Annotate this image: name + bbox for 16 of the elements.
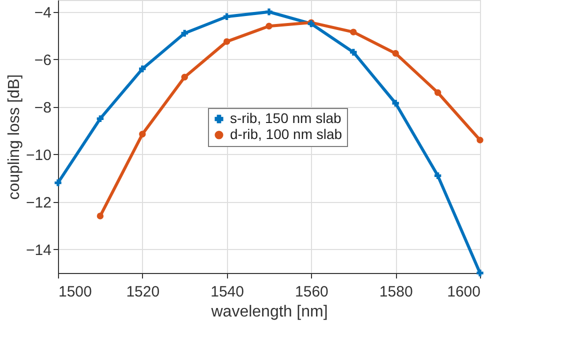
x-tick-label: 1560 [295, 284, 328, 300]
y-axis-title: coupling loss [dB] [6, 74, 24, 200]
y-tick-label: −10 [26, 146, 52, 164]
x-tick-label: 1520 [126, 284, 160, 300]
x-tick-label: 1500 [58, 284, 92, 300]
y-tick-label: −8 [34, 99, 52, 116]
y-tick-label: −14 [26, 242, 52, 259]
y-tick-label: −4 [34, 4, 52, 22]
legend-label: d-rib, 100 nm slab [230, 126, 342, 142]
x-tick-label: 1600 [447, 284, 480, 300]
x-tick-label: 1580 [379, 284, 413, 300]
y-tick-label: −6 [34, 52, 52, 69]
legend-label: s-rib, 150 nm slab [230, 110, 342, 126]
y-tick-label: −12 [26, 194, 52, 212]
x-axis-title: wavelength [nm] [210, 304, 328, 320]
x-tick-label: 1540 [210, 284, 244, 300]
